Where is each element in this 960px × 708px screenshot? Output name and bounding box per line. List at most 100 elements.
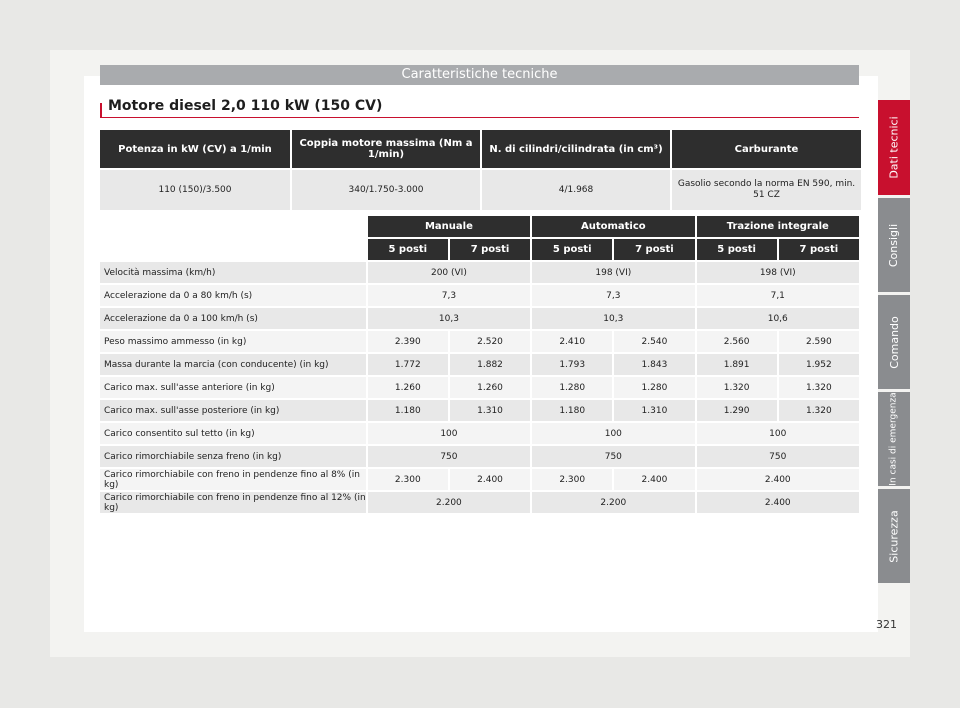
row-value: 1.882 <box>449 354 531 375</box>
row-label: Carico rimorchiabile con freno in penden… <box>100 469 366 490</box>
title-rule <box>100 117 859 118</box>
row-label: Peso massimo ammesso (in kg) <box>100 331 366 352</box>
tab-comando[interactable]: Comando <box>878 295 910 389</box>
table-row: Carico rimorchiabile con freno in penden… <box>100 469 859 490</box>
row-value: 2.410 <box>532 331 613 352</box>
tab-label: Consigli <box>887 223 901 267</box>
row-label: Accelerazione da 0 a 80 km/h (s) <box>100 285 366 306</box>
table-row: Massa durante la marcia (con conducente)… <box>100 354 859 375</box>
row-value: 1.260 <box>367 377 448 398</box>
row-value: 1.843 <box>614 354 695 375</box>
row-value: 10,3 <box>367 308 531 329</box>
row-value: 198 (VI) <box>696 262 859 283</box>
section-title: Motore diesel 2,0 110 kW (150 CV) <box>108 98 383 114</box>
group-header-trazione: Trazione integrale <box>696 216 859 237</box>
table-row: Peso massimo ammesso (in kg) 2.390 2.520… <box>100 331 859 352</box>
row-value: 2.200 <box>367 492 531 513</box>
seat-header: 7 posti <box>614 239 695 260</box>
row-value: 7,3 <box>367 285 531 306</box>
row-label: Carico consentito sul tetto (in kg) <box>100 423 366 444</box>
tab-consigli[interactable]: Consigli <box>878 198 910 292</box>
row-value: 1.180 <box>532 400 613 421</box>
row-value: 750 <box>532 446 695 467</box>
row-value: 10,6 <box>696 308 859 329</box>
engine-table: Potenza in kW (CV) a 1/min Coppia motore… <box>98 128 863 212</box>
tab-emergenza[interactable]: In casi di emergenza <box>878 392 910 486</box>
table-row: Velocità massima (km/h) 200 (VI) 198 (VI… <box>100 262 859 283</box>
row-value: 1.952 <box>778 354 859 375</box>
group-header-row: Manuale Automatico Trazione integrale <box>100 216 859 237</box>
table-row: Carico max. sull'asse posteriore (in kg)… <box>100 400 859 421</box>
engine-cell: 340/1.750-3.000 <box>292 170 480 210</box>
tab-dati-tecnici[interactable]: Dati tecnici <box>878 100 910 195</box>
row-value: 2.590 <box>778 331 859 352</box>
row-value: 1.180 <box>367 400 448 421</box>
row-value: 2.560 <box>696 331 777 352</box>
row-value: 100 <box>696 423 859 444</box>
spec-table: Manuale Automatico Trazione integrale 5 … <box>98 214 861 515</box>
tab-label: Sicurezza <box>887 509 901 563</box>
page-number: 321 <box>876 618 897 631</box>
row-value: 1.310 <box>614 400 695 421</box>
row-value: 7,3 <box>532 285 695 306</box>
row-value: 1.891 <box>696 354 777 375</box>
row-value: 7,1 <box>696 285 859 306</box>
row-value: 2.400 <box>696 492 859 513</box>
row-label: Massa durante la marcia (con conducente)… <box>100 354 366 375</box>
engine-cell: 4/1.968 <box>482 170 670 210</box>
row-value: 2.400 <box>614 469 695 490</box>
row-value: 1.320 <box>778 377 859 398</box>
row-value: 750 <box>367 446 531 467</box>
table-row: Carico rimorchiabile senza freno (in kg)… <box>100 446 859 467</box>
tab-sicurezza[interactable]: Sicurezza <box>878 489 910 583</box>
seat-header: 7 posti <box>778 239 859 260</box>
row-label: Carico rimorchiabile con freno in penden… <box>100 492 366 513</box>
engine-cell: Gasolio secondo la norma EN 590, min. 51… <box>672 170 861 210</box>
tab-label: Dati tecnici <box>887 116 901 179</box>
table-row: Accelerazione da 0 a 100 km/h (s) 10,3 1… <box>100 308 859 329</box>
row-value: 1.280 <box>532 377 613 398</box>
row-value: 1.260 <box>449 377 531 398</box>
row-value: 2.200 <box>532 492 695 513</box>
group-header-manuale: Manuale <box>367 216 531 237</box>
engine-header-cell: Potenza in kW (CV) a 1/min <box>100 130 290 168</box>
table-row: Accelerazione da 0 a 80 km/h (s) 7,3 7,3… <box>100 285 859 306</box>
row-value: 1.320 <box>696 377 777 398</box>
row-label: Accelerazione da 0 a 100 km/h (s) <box>100 308 366 329</box>
row-value: 2.520 <box>449 331 531 352</box>
table-row: Carico rimorchiabile con freno in penden… <box>100 492 859 513</box>
group-header-automatico: Automatico <box>532 216 695 237</box>
row-value: 200 (VI) <box>367 262 531 283</box>
tab-label: In casi di emergenza <box>889 392 900 486</box>
engine-header-row: Potenza in kW (CV) a 1/min Coppia motore… <box>100 130 861 168</box>
row-value: 1.320 <box>778 400 859 421</box>
tab-label: Comando <box>887 315 901 369</box>
engine-cell: 110 (150)/3.500 <box>100 170 290 210</box>
engine-data-row: 110 (150)/3.500 340/1.750-3.000 4/1.968 … <box>100 170 861 210</box>
blank-corner <box>100 239 366 260</box>
row-label: Carico rimorchiabile senza freno (in kg) <box>100 446 366 467</box>
row-label: Carico max. sull'asse anteriore (in kg) <box>100 377 366 398</box>
row-value: 1.280 <box>614 377 695 398</box>
row-value: 2.300 <box>532 469 613 490</box>
row-value: 1.310 <box>449 400 531 421</box>
engine-header-cell: N. di cilindri/cilindrata (in cm³) <box>482 130 670 168</box>
row-value: 198 (VI) <box>532 262 695 283</box>
row-label: Carico max. sull'asse posteriore (in kg) <box>100 400 366 421</box>
row-value: 2.540 <box>614 331 695 352</box>
row-value: 1.772 <box>367 354 448 375</box>
seat-header: 7 posti <box>449 239 531 260</box>
seat-header: 5 posti <box>532 239 613 260</box>
blank-corner <box>100 216 366 237</box>
page-header: Caratteristiche tecniche <box>100 65 859 85</box>
row-value: 2.400 <box>696 469 859 490</box>
row-value: 750 <box>696 446 859 467</box>
table-row: Carico max. sull'asse anteriore (in kg) … <box>100 377 859 398</box>
seat-header: 5 posti <box>367 239 448 260</box>
row-value: 1.793 <box>532 354 613 375</box>
row-value: 10,3 <box>532 308 695 329</box>
row-value: 100 <box>367 423 531 444</box>
engine-header-cell: Coppia motore massima (Nm a 1/min) <box>292 130 480 168</box>
title-accent-mark <box>100 103 102 118</box>
table-row: Carico consentito sul tetto (in kg) 100 … <box>100 423 859 444</box>
